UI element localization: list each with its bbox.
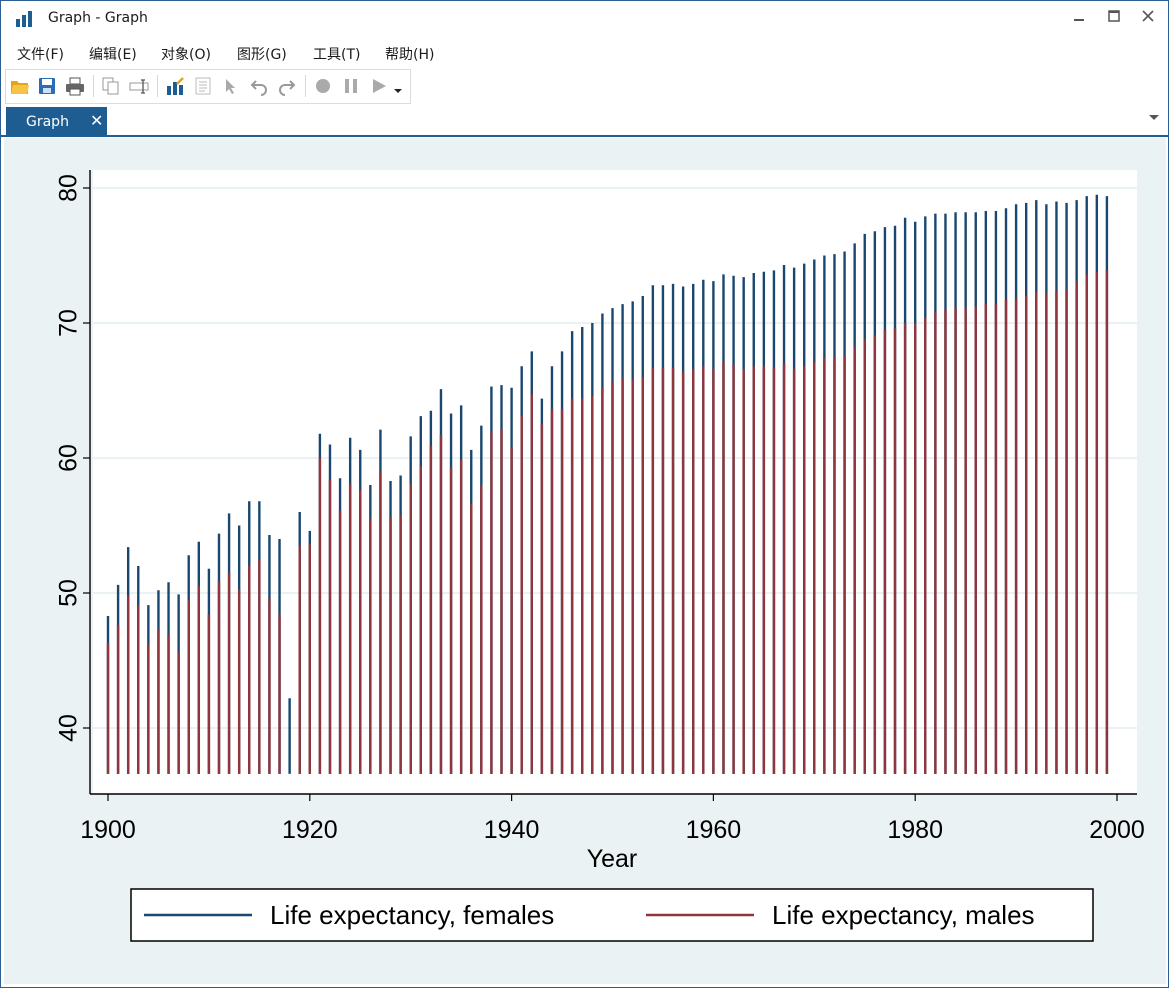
minimize-button[interactable] <box>1065 5 1093 31</box>
y-tick-label: 70 <box>55 309 83 337</box>
maximize-button[interactable] <box>1100 5 1128 31</box>
pointer-icon[interactable] <box>221 76 241 96</box>
title-bar: Graph - Graph <box>1 1 1168 37</box>
life-expectancy-chart: 40 50 60 70 80 1900 1920 1940 1960 1980 2000 Year… <box>55 170 1145 942</box>
plot-region <box>93 170 1137 794</box>
tab-graph[interactable]: Graph ✕ <box>6 107 107 137</box>
toolbar-separator <box>305 75 306 97</box>
gridlines <box>93 187 1137 729</box>
menu-file[interactable]: 文件(F) <box>17 47 64 63</box>
rename-icon[interactable] <box>129 76 149 96</box>
x-tick-label: 1960 <box>686 816 742 844</box>
tab-bar: Graph ✕ <box>1 105 1168 137</box>
x-ticks: 1900 1920 1940 1960 1980 2000 <box>80 794 1145 844</box>
tab-list-dropdown-icon[interactable] <box>1148 113 1160 126</box>
menu-object[interactable]: 对象(O) <box>161 47 211 63</box>
window-title: Graph - Graph <box>48 10 148 26</box>
y-tick-label: 40 <box>55 714 83 742</box>
play-icon[interactable] <box>369 76 389 96</box>
menu-bar: 文件(F) 编辑(E) 对象(O) 图形(G) 工具(T) 帮助(H) <box>1 40 1168 66</box>
redo-icon[interactable] <box>277 76 297 96</box>
pause-icon[interactable] <box>341 76 361 96</box>
toolbar-separator <box>157 75 158 97</box>
menu-tools[interactable]: 工具(T) <box>313 47 361 63</box>
copy-icon[interactable] <box>101 76 121 96</box>
x-tick-label: 1920 <box>282 816 338 844</box>
series-males <box>106 270 1109 774</box>
y-tick-label: 80 <box>55 174 83 202</box>
menu-edit[interactable]: 编辑(E) <box>89 47 137 63</box>
x-tick-label: 1980 <box>887 816 943 844</box>
graph-canvas: 40 50 60 70 80 1900 1920 1940 1960 1980 2000 Year… <box>4 138 1166 984</box>
close-window-button[interactable] <box>1134 5 1162 31</box>
close-tab-icon[interactable]: ✕ <box>90 111 104 130</box>
properties-icon[interactable] <box>193 76 213 96</box>
y-ticks: 40 50 60 70 80 <box>55 174 90 742</box>
y-tick-label: 50 <box>55 579 83 607</box>
x-tick-label: 2000 <box>1089 816 1145 844</box>
minimize-icon <box>1074 19 1084 21</box>
legend <box>130 888 1094 942</box>
graph-editor-icon[interactable] <box>165 76 185 96</box>
x-axis-title: Year <box>587 845 638 873</box>
toolbar <box>5 69 411 104</box>
x-tick-label: 1940 <box>484 816 540 844</box>
close-icon <box>1142 10 1154 22</box>
tab-graph-label: Graph <box>26 114 69 130</box>
open-icon[interactable] <box>10 76 30 96</box>
print-icon[interactable] <box>65 76 85 96</box>
legend-label-males: Life expectancy, males <box>772 900 1035 930</box>
toolbar-separator <box>93 75 94 97</box>
undo-icon[interactable] <box>249 76 269 96</box>
y-tick-label: 60 <box>55 444 83 472</box>
menu-graph[interactable]: 图形(G) <box>237 47 287 63</box>
save-icon[interactable] <box>37 76 57 96</box>
record-icon[interactable] <box>313 76 333 96</box>
x-tick-label: 1900 <box>80 816 136 844</box>
dropdown-icon[interactable] <box>392 76 404 96</box>
graph-app-icon <box>15 10 35 28</box>
maximize-icon <box>1108 10 1120 22</box>
legend-label-females: Life expectancy, females <box>270 900 554 930</box>
tab-underline <box>1 135 1168 137</box>
menu-help[interactable]: 帮助(H) <box>385 47 435 63</box>
